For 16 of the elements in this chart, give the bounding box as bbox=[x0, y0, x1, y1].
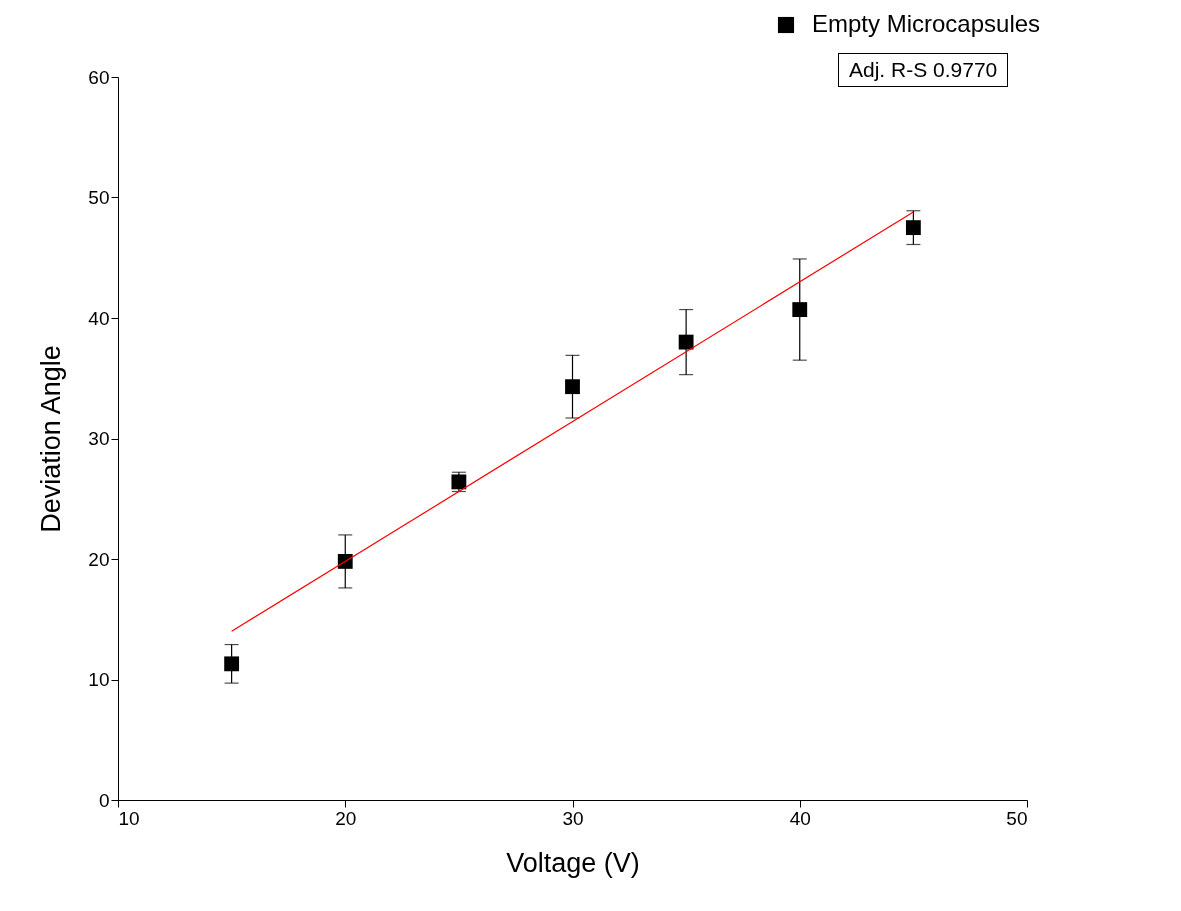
y-tick-label: 0 bbox=[98, 789, 110, 811]
y-tick-label: 40 bbox=[88, 307, 110, 329]
y-tick-label: 60 bbox=[88, 66, 110, 88]
legend-label: Empty Microcapsules bbox=[812, 10, 1041, 37]
y-tick-label: 20 bbox=[88, 548, 110, 570]
y-axis-title: Deviation Angle bbox=[36, 345, 67, 533]
x-tick-label: 10 bbox=[118, 807, 140, 829]
annotation: Adj. R-S 0.9770 bbox=[838, 53, 1009, 87]
y-tick-label: 10 bbox=[88, 669, 110, 690]
x-tick-label: 40 bbox=[789, 807, 811, 829]
x-tick-label: 30 bbox=[562, 807, 584, 829]
y-tick-label: 30 bbox=[88, 428, 110, 449]
x-tick-label: 50 bbox=[1006, 807, 1028, 829]
y-tick-label: 50 bbox=[88, 187, 110, 208]
x-axis-title: Voltage (V) bbox=[506, 847, 640, 878]
x-tick-label: 20 bbox=[335, 807, 357, 829]
